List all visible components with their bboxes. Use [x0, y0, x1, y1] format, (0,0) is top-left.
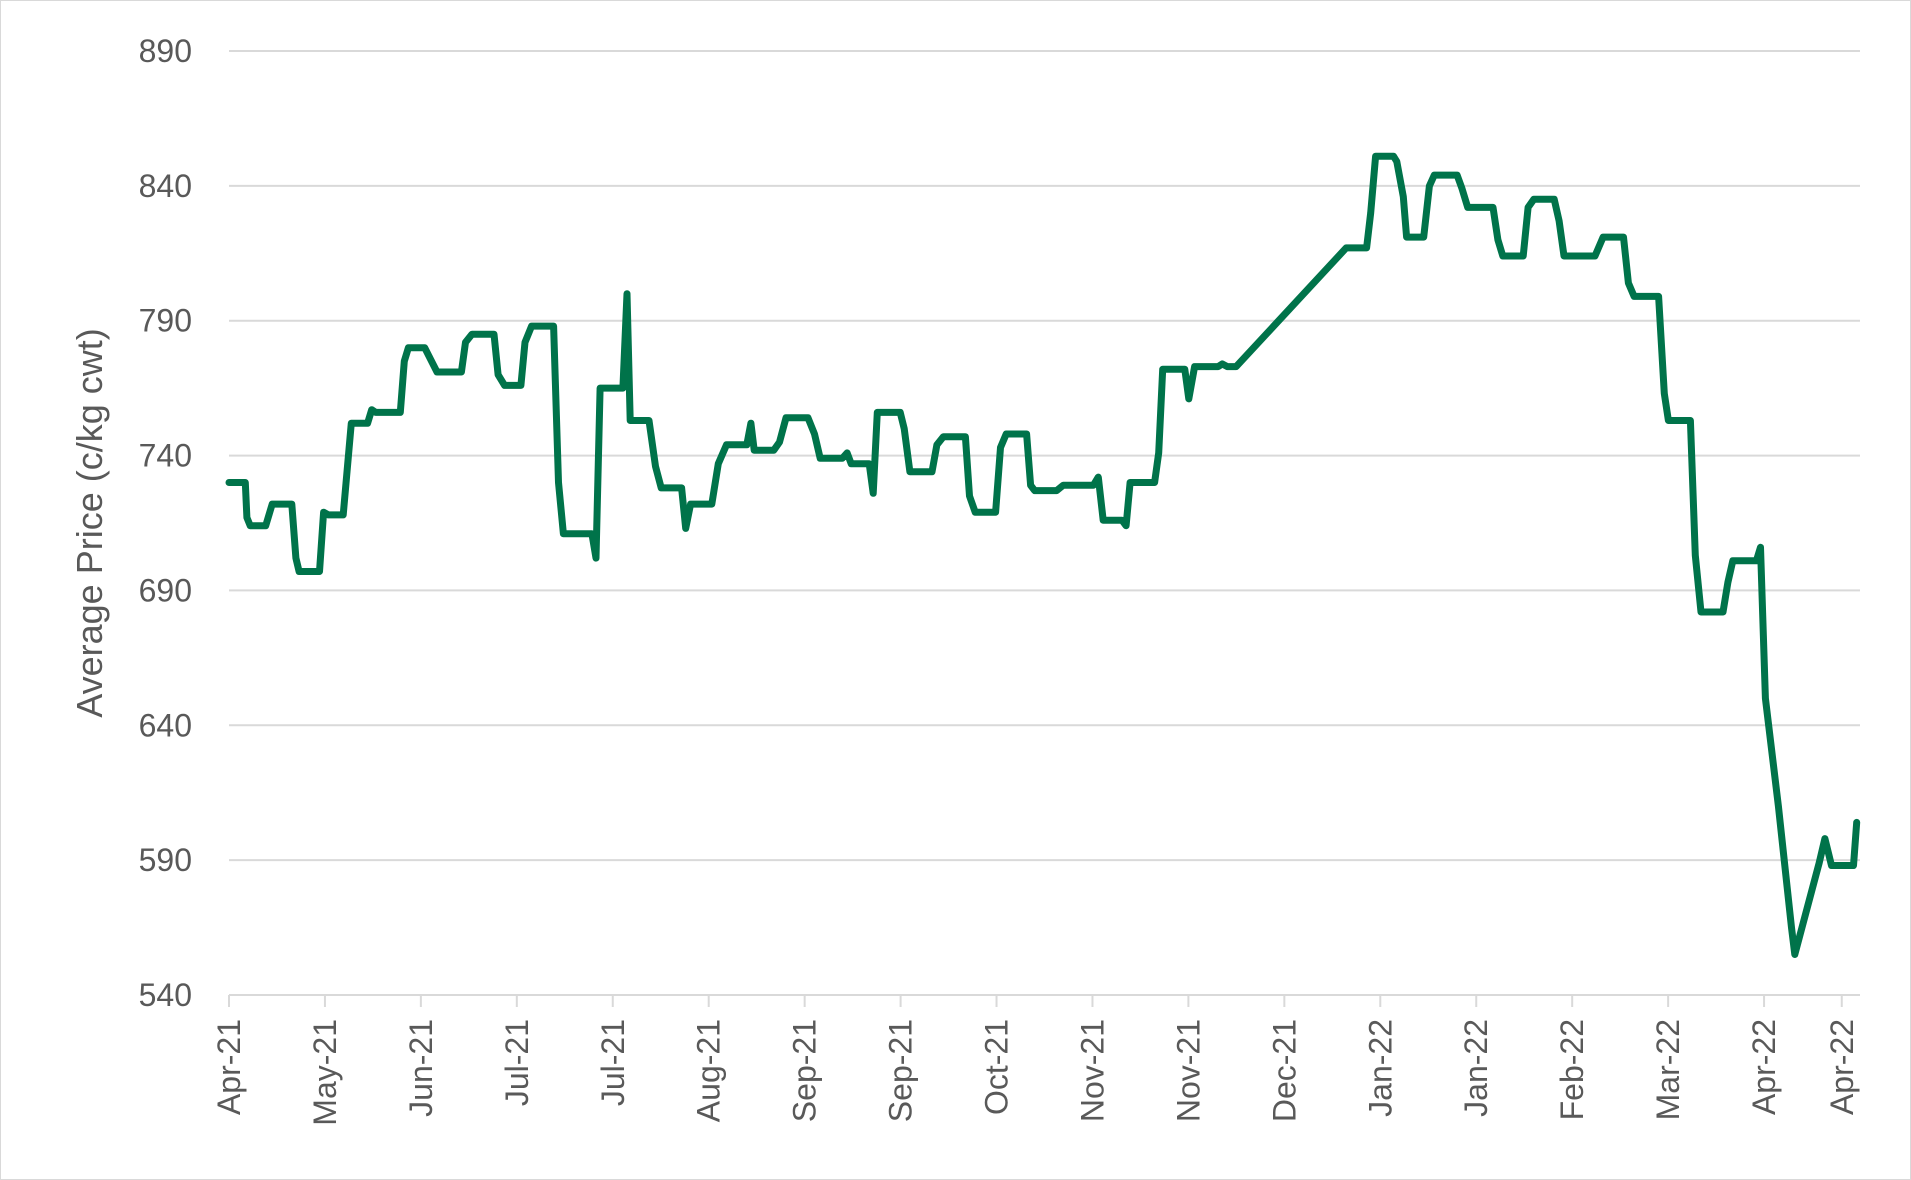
- series-line-average-price: [225, 152, 1861, 958]
- y-axis-title: Average Price (c/kg cwt): [69, 328, 110, 717]
- x-tick-label-15: Mar-22: [1650, 1019, 1686, 1120]
- x-tick-label-3: Jul-21: [499, 1019, 535, 1106]
- x-tick-label-5: Aug-21: [691, 1019, 727, 1122]
- y-tick-label-840: 840: [139, 168, 192, 204]
- x-tick-label-0: Apr-21: [211, 1019, 247, 1115]
- x-tick-label-9: Nov-21: [1074, 1019, 1110, 1122]
- y-tick-label-690: 690: [139, 572, 192, 608]
- x-tick-label-12: Jan-22: [1362, 1019, 1398, 1117]
- x-tick-label-13: Jan-22: [1458, 1019, 1494, 1117]
- x-tick-label-11: Dec-21: [1266, 1019, 1302, 1122]
- x-tick-label-1: May-21: [307, 1019, 343, 1126]
- y-tick-label-790: 790: [139, 303, 192, 339]
- y-tick-label-590: 590: [139, 842, 192, 878]
- y-tick-label-740: 740: [139, 438, 192, 474]
- x-tick-label-8: Oct-21: [979, 1019, 1015, 1115]
- y-tick-label-540: 540: [139, 977, 192, 1013]
- x-tick-label-10: Nov-21: [1170, 1019, 1206, 1122]
- x-tick-label-4: Jul-21: [595, 1019, 631, 1106]
- y-axis-tick-labels: 540 590 640 690 740 790 840 890: [139, 33, 192, 1013]
- x-tick-label-7: Sep-21: [883, 1019, 919, 1122]
- x-tick-label-17: Apr-22: [1824, 1019, 1860, 1115]
- y-tick-label-640: 640: [139, 707, 192, 743]
- x-tick-label-14: Feb-22: [1554, 1019, 1590, 1120]
- gridlines: [229, 50, 1860, 862]
- x-tick-label-2: Jun-21: [403, 1019, 439, 1117]
- x-tick-label-16: Apr-22: [1746, 1019, 1782, 1115]
- x-axis-ticks: Apr-21 May-21 Jun-21 Jul-21 Jul-21 Aug-21 Sep-…: [211, 995, 1860, 1126]
- y-tick-label-890: 890: [139, 33, 192, 69]
- x-tick-label-6: Sep-21: [787, 1019, 823, 1122]
